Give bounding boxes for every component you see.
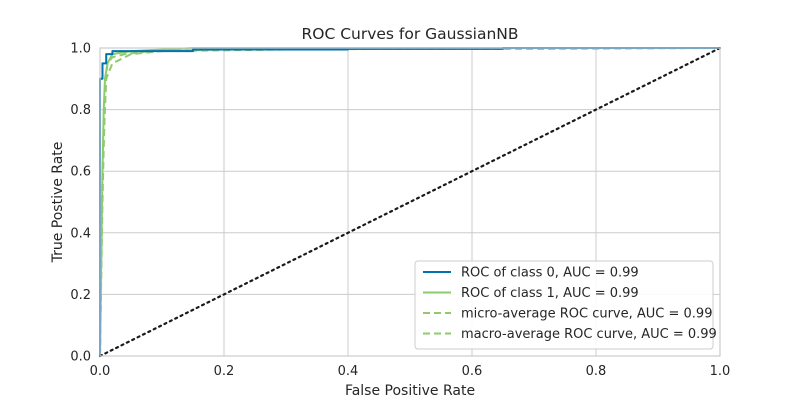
x-tick-label: 0.4 <box>338 364 359 379</box>
y-tick-label: 1.0 <box>70 42 91 57</box>
legend-label-2: micro-average ROC curve, AUC = 0.99 <box>461 307 712 322</box>
legend: ROC of class 0, AUC = 0.99 ROC of class 1… <box>414 260 717 350</box>
legend-box <box>414 260 714 350</box>
series-layer <box>98 46 722 358</box>
x-tick-label: 0.8 <box>586 364 607 379</box>
x-tick-labels: 0.0 0.2 0.4 0.6 0.8 1.0 <box>90 364 731 379</box>
legend-label-0: ROC of class 0, AUC = 0.99 <box>461 266 639 281</box>
x-tick-label: 0.0 <box>90 364 111 379</box>
y-tick-label: 0.0 <box>70 350 91 365</box>
y-tick-labels: 0.0 0.2 0.4 0.6 0.8 1.0 <box>70 42 91 365</box>
y-tick-label: 0.6 <box>70 165 91 180</box>
y-tick-label: 0.4 <box>70 226 91 241</box>
legend-label-3: macro-average ROC curve, AUC = 0.99 <box>461 327 717 342</box>
plot-frame <box>99 47 721 357</box>
roc-series-line-1 <box>99 47 720 357</box>
x-tick-label: 1.0 <box>710 364 731 379</box>
x-axis-label: False Positive Rate <box>345 383 475 399</box>
chart-title: ROC Curves for GaussianNB <box>301 25 518 43</box>
roc-series-line-0 <box>99 47 720 356</box>
y-tick-label: 0.2 <box>70 288 91 303</box>
y-tick-label: 0.8 <box>70 103 91 118</box>
legend-label-1: ROC of class 1, AUC = 0.99 <box>461 286 639 301</box>
x-tick-label: 0.6 <box>462 364 483 379</box>
reference-diagonal-line <box>98 46 722 358</box>
y-axis-label: True Postive Rate <box>50 142 66 264</box>
x-tick-label: 0.2 <box>214 364 235 379</box>
